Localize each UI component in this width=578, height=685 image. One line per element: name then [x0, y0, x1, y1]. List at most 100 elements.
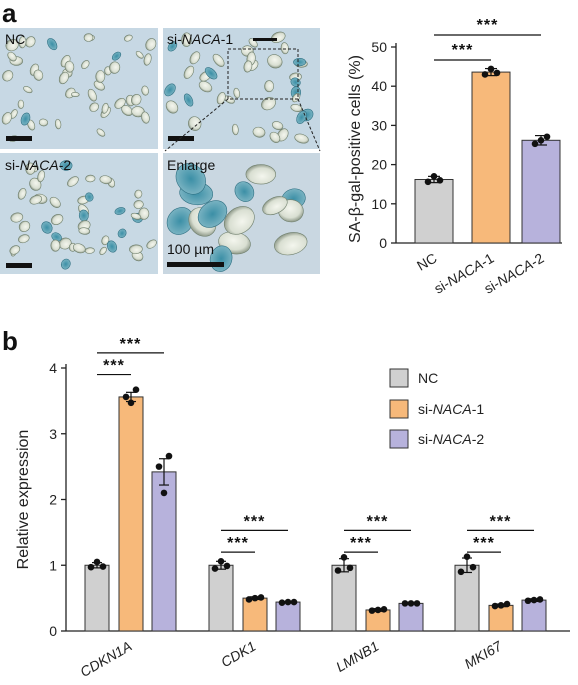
- chart-b-significance-label: ***: [490, 513, 512, 530]
- chart-b-point: [413, 600, 421, 607]
- cell: [10, 212, 24, 223]
- cell: [252, 126, 266, 138]
- cell: [166, 207, 194, 235]
- cell: [183, 65, 195, 79]
- cell: [129, 244, 143, 254]
- cell: [106, 240, 118, 253]
- chart-a-point: [481, 71, 489, 78]
- cell: [223, 206, 255, 235]
- cells-si-naca-2: [9, 160, 157, 270]
- cell: [261, 96, 276, 111]
- cell: [59, 160, 73, 171]
- cell: [87, 88, 97, 102]
- cell: [189, 51, 201, 65]
- cell: [85, 174, 96, 183]
- chart-a-category-label: NC: [414, 250, 440, 274]
- cell: [165, 100, 179, 114]
- chart-a-y-tick-label: 50: [371, 39, 387, 55]
- panel-b-letter: b: [2, 326, 18, 356]
- cell: [262, 196, 288, 216]
- cell: [130, 212, 142, 220]
- legend-swatch: [389, 368, 409, 388]
- scale-bar-si-naca-2: [6, 263, 32, 268]
- cell: [54, 118, 62, 130]
- cell: [109, 61, 121, 74]
- chart-b-category-label: CDKN1A: [77, 638, 134, 680]
- legend-label: NC: [418, 370, 438, 386]
- chart-a-point: [543, 133, 551, 141]
- cell: [25, 36, 36, 48]
- chart-b-point: [217, 558, 225, 565]
- cell: [117, 228, 127, 238]
- cell: [96, 128, 106, 137]
- cell: [9, 245, 21, 255]
- chart-b-point: [463, 553, 471, 561]
- panel-a-letter: a: [2, 0, 17, 28]
- cells-nc: [1, 33, 157, 142]
- cell: [111, 51, 122, 61]
- chart-b-point: [87, 563, 95, 571]
- cell: [123, 34, 133, 42]
- cell: [78, 227, 91, 235]
- chart-b-y-axis-title: Relative expression: [15, 430, 32, 570]
- chart-b-bar: [242, 597, 268, 632]
- chart-a-point: [531, 140, 539, 148]
- cell: [41, 221, 53, 234]
- scale-bar-si-naca-1-top: [253, 38, 277, 41]
- chart-b-bar: [208, 564, 234, 632]
- cell: [29, 195, 43, 205]
- chart-b-point: [491, 602, 499, 610]
- chart-b-point: [160, 489, 168, 497]
- cell: [93, 80, 105, 91]
- chart-b-bar: [151, 471, 177, 632]
- cell: [188, 116, 202, 131]
- micrograph-label-si-naca-1: si-NACA-1: [167, 31, 233, 47]
- cell: [233, 87, 241, 99]
- cell: [18, 234, 30, 244]
- chart-a-bar: [414, 178, 454, 244]
- cell: [212, 53, 225, 67]
- cell: [47, 38, 58, 51]
- zoom-box: [227, 48, 299, 100]
- chart-b-point: [127, 399, 135, 407]
- cell: [18, 36, 27, 49]
- cell: [17, 188, 27, 200]
- chart-b-point: [340, 554, 348, 561]
- cell: [95, 70, 106, 83]
- chart-a-y-tick-label: 30: [371, 117, 387, 133]
- chart-b-y-tick-label: 1: [49, 557, 57, 573]
- chart-b-point: [278, 599, 286, 607]
- cell: [83, 33, 94, 42]
- chart-b: 0 1 2 3 4 Relative expression CDKN1A *** *** CDK1…: [15, 336, 570, 680]
- cell: [67, 176, 79, 187]
- chart-a-significance-label: ***: [477, 17, 499, 34]
- zoom-guide-right: [297, 98, 321, 152]
- cell: [141, 85, 149, 96]
- cell: [135, 50, 144, 59]
- chart-b-point: [536, 596, 544, 603]
- cell: [81, 60, 90, 70]
- chart-b-point: [155, 463, 163, 470]
- chart-a-point: [424, 178, 432, 186]
- scale-bar-nc: [6, 136, 32, 141]
- chart-b-point: [407, 600, 415, 607]
- chart-b-point: [223, 562, 231, 570]
- cell: [50, 214, 64, 225]
- chart-b-point: [401, 600, 409, 607]
- chart-b-point: [374, 606, 382, 614]
- chart-a-y-axis-title: SA-β-gal-positive cells (%): [347, 55, 364, 243]
- cell: [2, 70, 14, 82]
- micrograph-group: NC si-NACA-1 si-NACA-2 Enlarge 100 µm: [0, 28, 321, 274]
- chart-a-point: [436, 176, 444, 184]
- legend-label: si-NACA-1: [418, 401, 484, 417]
- cell: [25, 162, 36, 175]
- chart-b-point: [368, 607, 376, 614]
- cell: [264, 80, 275, 93]
- chart-a-bar: [521, 139, 561, 244]
- cell: [280, 42, 289, 55]
- cell: [50, 239, 61, 252]
- chart-b-point: [524, 597, 532, 605]
- chart-b-significance-label: ***: [350, 535, 372, 552]
- chart-b-y-tick-label: 4: [49, 360, 57, 376]
